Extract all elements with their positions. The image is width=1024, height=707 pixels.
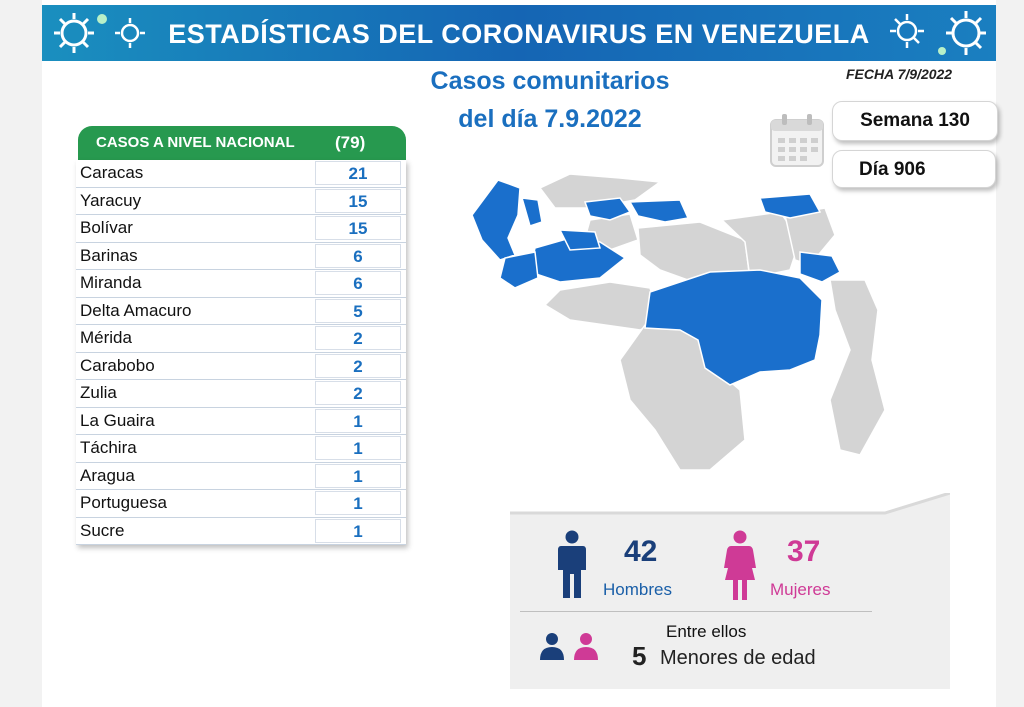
woman-icon [724, 530, 756, 600]
report-date: FECHA 7/9/2022 [846, 66, 953, 82]
minors-count: 5 [632, 641, 647, 671]
table-header-label: CASOS A NIVEL NACIONAL [96, 134, 295, 151]
state-portuguesa [558, 229, 601, 251]
state-name: La Guaira [80, 410, 155, 430]
virus-icon [938, 11, 986, 55]
state-apure [543, 281, 661, 331]
state-falcon [538, 173, 663, 209]
women-count: 37 [787, 535, 821, 568]
table-row: Aragua 1 [76, 463, 406, 490]
map-unaffected-states [538, 173, 886, 471]
table-header: CASOS A NIVEL NACIONAL (79) [78, 126, 406, 160]
state-cases: 1 [315, 491, 401, 515]
state-cases: 6 [315, 243, 401, 268]
state-name: Miranda [80, 273, 142, 292]
state-merida-tachira [499, 251, 539, 289]
state-cases: 1 [315, 463, 401, 488]
table-row: Bolívar 15 [76, 215, 406, 243]
table-row: Yaracuy 15 [76, 188, 406, 215]
state-name: Mérida [80, 328, 132, 347]
calendar-icon [770, 114, 824, 167]
table-row: Barinas 6 [76, 243, 406, 270]
state-cases: 1 [315, 518, 401, 543]
state-name: Zulia [80, 383, 117, 402]
subtitle-line-2: del día 7.9.2022 [458, 105, 642, 133]
title-banner: ESTADÍSTICAS DEL CORONAVIRUS EN VENEZUEL… [42, 5, 996, 61]
table-row: Zulia 2 [76, 380, 406, 408]
table-row: Táchira 1 [76, 435, 406, 463]
minors-label: Menores de edad [660, 647, 816, 669]
state-cases: 21 [315, 161, 401, 185]
state-cases: 2 [315, 326, 401, 350]
state-name: Táchira [80, 438, 137, 457]
week-badge: Semana 130 [832, 101, 998, 141]
state-lara-coast [520, 197, 543, 227]
table-row: Portuguesa 1 [76, 490, 406, 518]
state-bolivar [644, 269, 823, 386]
banner-title: ESTADÍSTICAS DEL CORONAVIRUS EN VENEZUEL… [168, 19, 870, 49]
state-sucre [758, 193, 822, 219]
state-delta-amacuro [799, 251, 841, 283]
state-cases: 6 [315, 271, 401, 295]
men-count: 42 [624, 535, 658, 568]
subtitle-line-1: Casos comunitarios [430, 67, 670, 95]
virus-icon [890, 14, 924, 48]
venezuela-map [471, 173, 886, 471]
state-cases: 1 [315, 408, 401, 433]
cases-table: Caracas 21 Yaracuy 15 Bolívar 15 Barinas 6 Miran… [76, 160, 406, 545]
state-name: Portuguesa [80, 493, 167, 512]
stats-panel [510, 493, 950, 689]
table-header-total: (79) [335, 133, 366, 152]
day-badge: Día 906 [832, 150, 996, 188]
state-cases: 15 [315, 188, 401, 213]
map-affected-states [471, 179, 841, 386]
state-esequibo [829, 279, 886, 456]
state-miranda-caracas [628, 199, 690, 223]
state-cases: 1 [315, 436, 401, 460]
state-cases: 15 [315, 216, 401, 240]
state-name: Barinas [80, 245, 138, 265]
state-cases: 2 [315, 381, 401, 405]
man-icon [558, 530, 586, 598]
table-row: Delta Amacuro 5 [76, 298, 406, 325]
table-row: Carabobo 2 [76, 353, 406, 380]
table-row: Sucre 1 [76, 518, 406, 545]
virus-icon [115, 18, 145, 48]
table-row: Mérida 2 [76, 325, 406, 353]
table-row: Miranda 6 [76, 270, 406, 298]
state-cases: 2 [315, 353, 401, 378]
state-carabobo-yaracuy [583, 197, 632, 221]
state-name: Aragua [80, 465, 135, 485]
state-name: Sucre [80, 520, 125, 540]
table-row: Caracas 21 [76, 160, 406, 188]
stats-divider [520, 611, 872, 612]
men-label: Hombres [603, 580, 672, 599]
virus-icon [54, 13, 107, 53]
state-name: Bolívar [80, 218, 133, 237]
state-zulia [471, 179, 521, 261]
women-label: Mujeres [770, 580, 831, 599]
state-name: Delta Amacuro [80, 300, 192, 320]
people-icon [540, 633, 598, 660]
state-name: Carabobo [80, 355, 155, 375]
table-row: La Guaira 1 [76, 408, 406, 435]
state-cases: 5 [315, 298, 401, 323]
minors-intro: Entre ellos [666, 622, 747, 641]
state-name: Caracas [80, 163, 144, 182]
state-name: Yaracuy [80, 190, 142, 210]
page-subtitle: Casos comunitarios del día 7.9.2022 [380, 62, 720, 138]
